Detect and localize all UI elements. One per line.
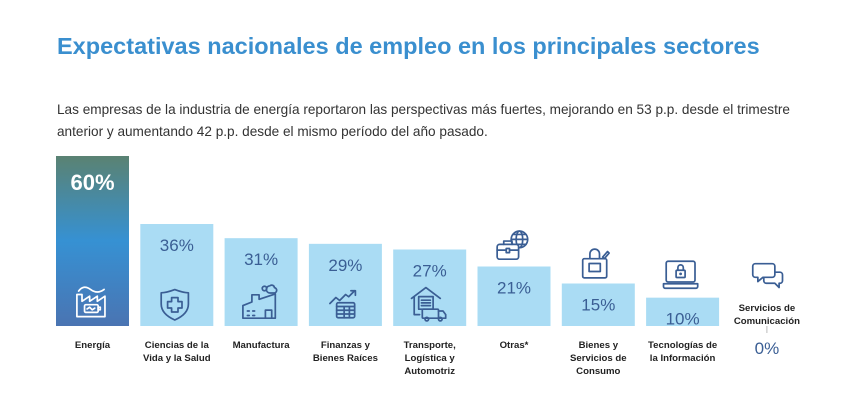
bar-group: 36% Ciencias de la Vida y la Salud: [140, 224, 214, 364]
bar: [646, 297, 720, 326]
category-label: la Información: [650, 353, 716, 364]
value-label: 31%: [244, 250, 278, 269]
bar-group: 10% Tecnologías de la Información: [646, 260, 720, 364]
value-label: 10%: [666, 310, 700, 329]
category-label: Otras*: [500, 340, 529, 351]
category-label: Bienes Raíces: [313, 353, 378, 364]
bar: [308, 243, 382, 326]
warehouse-truck-icon: [410, 286, 447, 322]
chart-table-icon: [329, 289, 357, 319]
shopping-bag-icon: [581, 248, 610, 279]
bar-group: 27% Transporte, Logística y Automotriz: [393, 249, 467, 377]
category-label: Automotriz: [404, 366, 455, 377]
bar-group: 0% Servicios de Comunicación: [734, 262, 800, 358]
factory-smoke-icon: [242, 284, 278, 320]
category-label: Transporte,: [404, 340, 457, 351]
value-label: 0%: [755, 339, 780, 358]
category-label: Finanzas y: [321, 340, 371, 351]
category-label: Bienes y: [579, 340, 619, 351]
category-label: Servicios de: [739, 303, 796, 314]
bar: [477, 266, 551, 326]
category-label: Tecnologías de: [648, 340, 717, 351]
chat-bubbles-icon: [751, 262, 784, 289]
category-label: Logística y: [405, 353, 456, 364]
bar-group: 15% Bienes y Servicios de Consumo: [561, 248, 635, 377]
bar-group: 21% Otras*: [477, 230, 551, 351]
shield-cross-icon: [160, 288, 190, 321]
bar: [56, 156, 129, 326]
value-label: 27%: [413, 262, 447, 281]
value-label: 36%: [160, 236, 194, 255]
bar-group: 60% Energía: [56, 156, 129, 351]
bar-group: 29% Finanzas y Bienes Raíces: [308, 243, 382, 364]
briefcase-globe-icon: [496, 230, 529, 261]
factory-battery-icon: [76, 286, 106, 318]
value-label: 29%: [328, 256, 362, 275]
bar: [224, 238, 298, 326]
category-label: Vida y la Salud: [143, 353, 211, 364]
bar: [561, 283, 635, 326]
category-label: Energía: [75, 340, 111, 351]
category-label: Servicios de: [570, 353, 627, 364]
category-label: Manufactura: [233, 340, 291, 351]
bar: [393, 249, 467, 326]
category-label: Consumo: [576, 366, 620, 377]
chart-subtitle: Las empresas de la industria de energía …: [57, 102, 790, 139]
bar: [140, 224, 214, 326]
category-label: Ciencias de la: [145, 340, 210, 351]
value-label: 60%: [70, 170, 114, 195]
laptop-lock-icon: [662, 260, 699, 290]
chart-title: Expectativas nacionales de empleo en los…: [57, 33, 760, 59]
bar-group: 31% Manufactura: [224, 238, 298, 351]
value-label: 21%: [497, 279, 531, 298]
category-label: Comunicación: [734, 316, 800, 327]
value-label: 15%: [581, 296, 615, 315]
